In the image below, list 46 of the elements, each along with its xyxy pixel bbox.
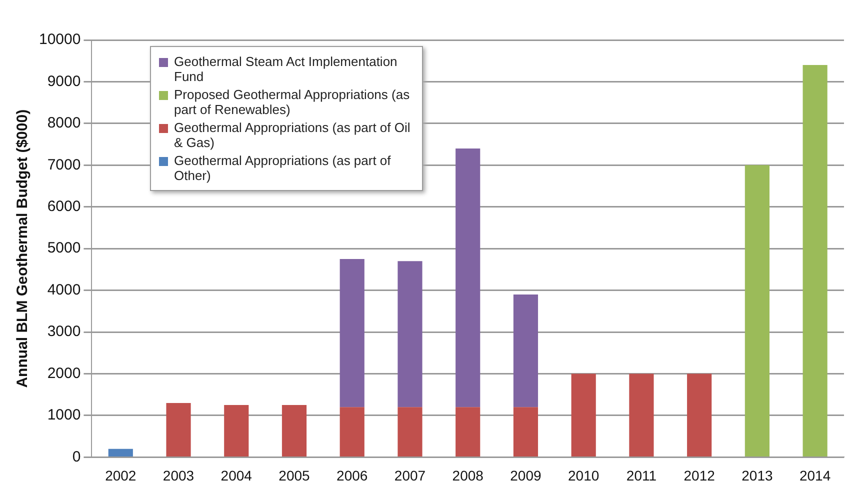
y-tick-label: 6000 [47,198,81,216]
x-tick-label: 2012 [684,467,716,484]
y-tick-label: 5000 [47,240,81,257]
y-tick-label: 7000 [47,156,81,174]
bar [513,407,538,456]
x-tick-label: 2006 [336,467,368,484]
bar [629,374,654,456]
x-tick-label: 2011 [626,467,657,484]
y-tick-label: 2000 [47,364,81,382]
bar [802,65,828,456]
bar [687,374,712,456]
x-tick-label: 2014 [799,467,831,484]
y-tick-label: 8000 [47,114,81,132]
bar [398,407,422,456]
x-tick-label: 2013 [742,467,773,484]
y-axis-title: Annual BLM Geothermal Budget ($000) [14,109,32,388]
bar [340,259,364,408]
bar [224,405,249,456]
bar [340,407,364,456]
x-tick-label: 2007 [394,467,426,484]
legend-label: Geothermal Appropriations (as part of Other) [174,153,392,183]
bar [166,402,191,456]
x-tick-label: 2008 [452,467,484,484]
y-tick-label: 10000 [38,31,81,48]
bar [456,148,480,408]
y-tick-label: 4000 [47,281,81,298]
x-tick-label: 2004 [220,467,252,484]
y-tick-label: 0 [72,448,81,466]
bar [513,294,538,408]
x-tick-label: 2010 [568,467,600,484]
bar [282,405,307,456]
bar [744,165,770,456]
x-tick-label: 2002 [105,467,136,484]
y-tick-label: 9000 [47,72,81,90]
x-tick-label: 2009 [510,467,542,484]
legend-label: Geothermal Steam Act Implementation Fund [174,54,398,84]
bar [571,374,596,456]
bar [108,448,133,456]
legend-label: Proposed Geothermal Appropriations (as part of Renewables) [174,87,411,117]
x-tick-label: 2005 [278,467,310,484]
bar [398,261,422,408]
y-tick-label: 1000 [47,406,81,424]
y-tick-label: 3000 [47,323,81,340]
legend-label: Geothermal Appropriations (as part of Oil & Gas) [174,120,412,150]
bar [456,407,480,456]
x-tick-label: 2003 [162,467,194,484]
